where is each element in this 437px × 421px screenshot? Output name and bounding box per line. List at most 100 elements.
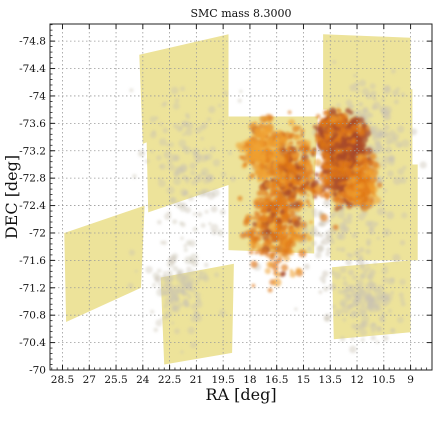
- density-point: [365, 262, 370, 267]
- density-point: [269, 192, 275, 198]
- density-point: [353, 73, 357, 78]
- density-point: [289, 132, 296, 138]
- density-point: [250, 260, 258, 268]
- density-point: [323, 110, 328, 115]
- density-point: [169, 196, 177, 204]
- density-point: [264, 267, 271, 275]
- density-point: [158, 282, 163, 287]
- density-point: [185, 240, 192, 246]
- density-point: [266, 162, 272, 169]
- density-point: [176, 126, 183, 132]
- density-point: [349, 310, 358, 319]
- density-point: [345, 217, 353, 225]
- density-point: [266, 216, 273, 223]
- density-point: [257, 229, 264, 236]
- density-point: [350, 119, 359, 127]
- y-tick-label: -71.6: [19, 255, 46, 267]
- density-point: [375, 145, 384, 154]
- density-point: [218, 309, 226, 317]
- density-point: [189, 162, 197, 170]
- density-point: [289, 224, 294, 230]
- density-point: [341, 305, 350, 314]
- density-point: [293, 220, 301, 228]
- density-point: [357, 307, 361, 312]
- density-point: [383, 188, 388, 193]
- density-point: [360, 337, 365, 342]
- density-point: [294, 126, 298, 130]
- density-point: [339, 298, 348, 307]
- density-point: [230, 176, 236, 182]
- density-point: [272, 228, 278, 233]
- density-point: [185, 180, 189, 184]
- density-point: [303, 139, 311, 147]
- density-point: [273, 278, 282, 287]
- density-point: [277, 251, 284, 258]
- density-point: [174, 98, 180, 103]
- density-point: [201, 171, 206, 177]
- density-point: [337, 159, 346, 168]
- density-point: [276, 218, 282, 224]
- density-point: [316, 245, 324, 254]
- density-point: [163, 314, 169, 320]
- density-point: [371, 161, 379, 169]
- density-point: [190, 303, 197, 310]
- density-blob-8: [235, 113, 303, 191]
- density-point: [243, 219, 250, 227]
- density-point: [272, 161, 277, 166]
- density-point: [155, 319, 163, 327]
- density-point: [267, 121, 272, 125]
- density-point: [173, 177, 182, 186]
- density-point: [157, 220, 162, 225]
- density-point: [298, 168, 307, 177]
- density-point: [390, 277, 395, 283]
- density-point: [379, 129, 388, 138]
- density-point: [337, 289, 343, 295]
- density-point: [248, 152, 257, 161]
- density-point: [351, 176, 359, 184]
- density-point: [358, 79, 367, 87]
- density-point: [162, 127, 169, 134]
- density-point: [249, 172, 256, 179]
- density-point: [183, 298, 188, 304]
- density-point: [291, 151, 299, 159]
- density-point: [179, 221, 184, 226]
- density-point: [346, 189, 354, 197]
- y-tick-label: -72.4: [19, 200, 46, 212]
- density-point: [355, 194, 361, 201]
- density-point: [292, 201, 301, 209]
- density-point: [358, 182, 365, 190]
- density-point: [182, 132, 186, 137]
- density-point: [373, 97, 377, 101]
- density-point: [317, 210, 323, 216]
- plot-title: SMC mass 8.3000: [191, 7, 292, 20]
- density-point: [296, 134, 303, 140]
- density-point: [376, 207, 385, 216]
- density-point: [364, 282, 373, 291]
- density-point: [255, 140, 260, 145]
- density-point: [170, 86, 179, 95]
- density-point: [202, 176, 211, 185]
- density-point: [266, 261, 273, 268]
- density-point: [211, 188, 220, 197]
- density-point: [272, 264, 279, 272]
- density-point: [400, 92, 406, 97]
- density-point: [364, 164, 368, 168]
- density-point: [172, 265, 179, 272]
- density-point: [312, 150, 317, 155]
- density-point: [184, 176, 190, 182]
- density-point: [297, 216, 302, 221]
- density-point: [168, 276, 174, 282]
- density-point: [152, 272, 160, 279]
- density-point: [260, 208, 266, 214]
- density-point: [309, 220, 313, 225]
- density-point: [381, 108, 388, 115]
- density-point: [365, 248, 371, 255]
- density-point: [193, 291, 201, 299]
- density-point: [366, 303, 373, 310]
- density-point: [318, 290, 323, 294]
- density-point: [242, 162, 248, 167]
- density-blob-5: [127, 236, 226, 354]
- density-point: [419, 161, 427, 169]
- density-point: [165, 143, 170, 147]
- density-point: [163, 101, 168, 106]
